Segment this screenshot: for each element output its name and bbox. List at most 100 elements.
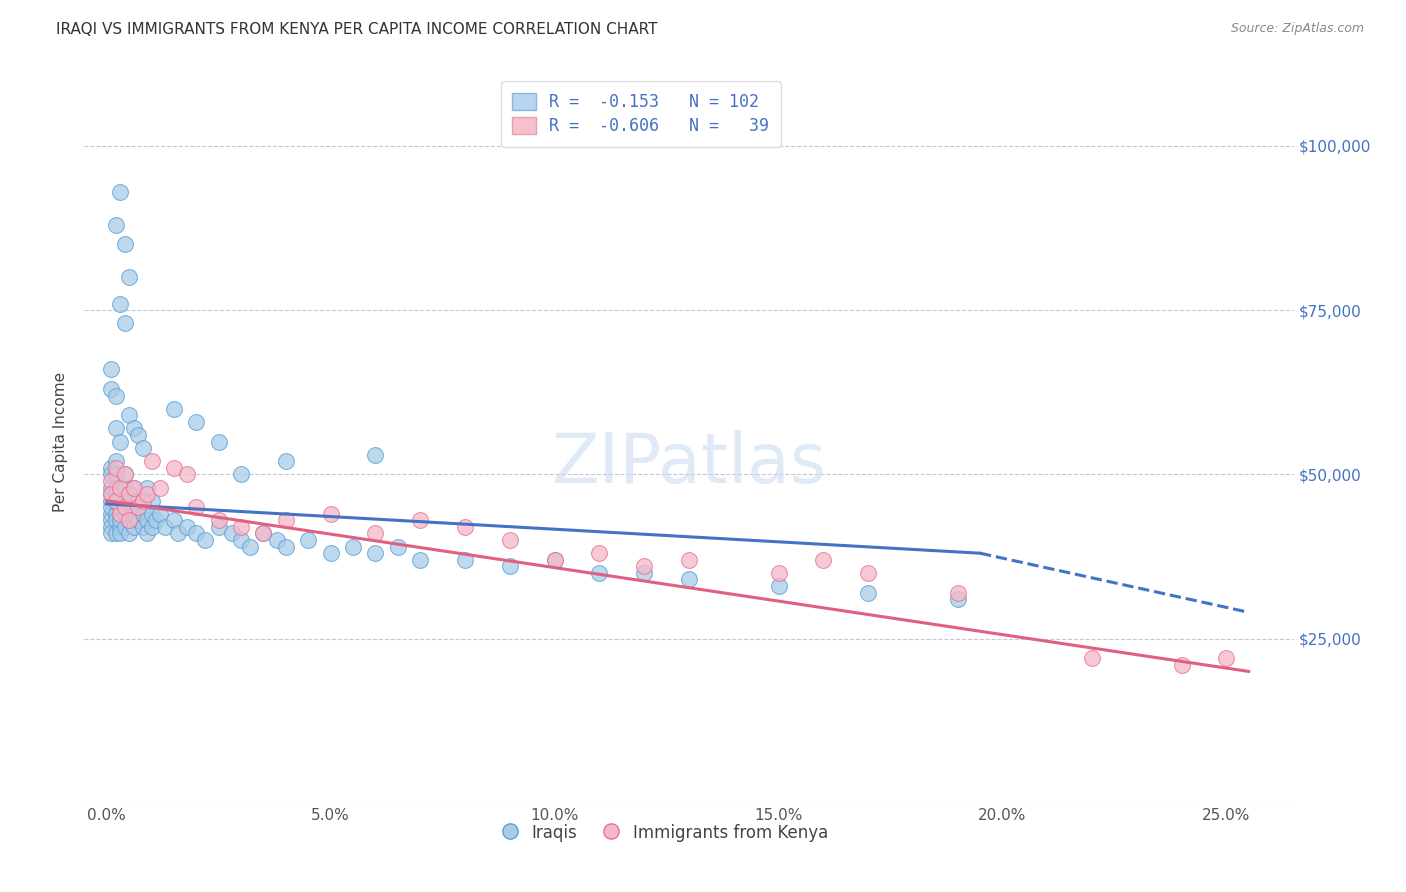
Text: IRAQI VS IMMIGRANTS FROM KENYA PER CAPITA INCOME CORRELATION CHART: IRAQI VS IMMIGRANTS FROM KENYA PER CAPIT… <box>56 22 658 37</box>
Point <box>108 507 131 521</box>
Point <box>108 500 131 515</box>
Point <box>108 520 131 534</box>
Point <box>167 526 190 541</box>
Point <box>856 566 879 580</box>
Point <box>208 513 231 527</box>
Point <box>108 507 131 521</box>
Point <box>108 434 131 449</box>
Point <box>127 493 149 508</box>
Point <box>114 493 136 508</box>
Point <box>946 592 969 607</box>
Point <box>127 428 149 442</box>
Point <box>136 487 159 501</box>
Point <box>122 520 145 534</box>
Point <box>499 559 522 574</box>
Point <box>229 520 252 534</box>
Point <box>108 493 131 508</box>
Point <box>319 507 342 521</box>
Point <box>141 507 163 521</box>
Point <box>229 467 252 482</box>
Point <box>104 487 127 501</box>
Point <box>141 493 163 508</box>
Point <box>274 540 297 554</box>
Point <box>633 559 655 574</box>
Point <box>104 513 127 527</box>
Point <box>118 487 141 501</box>
Point <box>141 454 163 468</box>
Point <box>364 546 387 560</box>
Point <box>104 481 127 495</box>
Point <box>127 513 149 527</box>
Point <box>149 507 172 521</box>
Point <box>118 270 141 285</box>
Point <box>813 553 835 567</box>
Point <box>543 553 565 567</box>
Point <box>131 493 153 508</box>
Point <box>118 487 141 501</box>
Point <box>208 520 231 534</box>
Point <box>104 493 127 508</box>
Point <box>108 513 131 527</box>
Point <box>100 481 122 495</box>
Point <box>104 467 127 482</box>
Point <box>108 526 131 541</box>
Point <box>364 526 387 541</box>
Point <box>946 585 969 599</box>
Point <box>274 454 297 468</box>
Point <box>104 218 127 232</box>
Point <box>136 526 159 541</box>
Point <box>141 520 163 534</box>
Point <box>543 553 565 567</box>
Point <box>1081 651 1104 665</box>
Point <box>114 507 136 521</box>
Point <box>1215 651 1237 665</box>
Point <box>104 526 127 541</box>
Point <box>108 185 131 199</box>
Point <box>100 467 122 482</box>
Point <box>108 481 131 495</box>
Point <box>153 520 176 534</box>
Point <box>118 526 141 541</box>
Point <box>118 500 141 515</box>
Point <box>186 500 208 515</box>
Point <box>114 520 136 534</box>
Point <box>266 533 288 547</box>
Point <box>768 579 790 593</box>
Point <box>114 316 136 330</box>
Point <box>633 566 655 580</box>
Point <box>122 481 145 495</box>
Point <box>100 493 122 508</box>
Point <box>100 460 122 475</box>
Point <box>100 487 122 501</box>
Point <box>136 513 159 527</box>
Point <box>678 553 700 567</box>
Point <box>114 481 136 495</box>
Point <box>856 585 879 599</box>
Point <box>186 526 208 541</box>
Point <box>100 526 122 541</box>
Point <box>588 566 610 580</box>
Point <box>186 415 208 429</box>
Point <box>194 533 217 547</box>
Point <box>100 513 122 527</box>
Point <box>588 546 610 560</box>
Text: Source: ZipAtlas.com: Source: ZipAtlas.com <box>1230 22 1364 36</box>
Point <box>114 237 136 252</box>
Point <box>387 540 409 554</box>
Point <box>114 500 136 515</box>
Point <box>104 507 127 521</box>
Point <box>118 513 141 527</box>
Point <box>176 467 198 482</box>
Point <box>409 513 432 527</box>
Point <box>239 540 262 554</box>
Point <box>114 467 136 482</box>
Point <box>114 467 136 482</box>
Point <box>221 526 243 541</box>
Point <box>100 507 122 521</box>
Point <box>409 553 432 567</box>
Point <box>108 487 131 501</box>
Point <box>149 481 172 495</box>
Point <box>108 296 131 310</box>
Point <box>274 513 297 527</box>
Point <box>118 409 141 423</box>
